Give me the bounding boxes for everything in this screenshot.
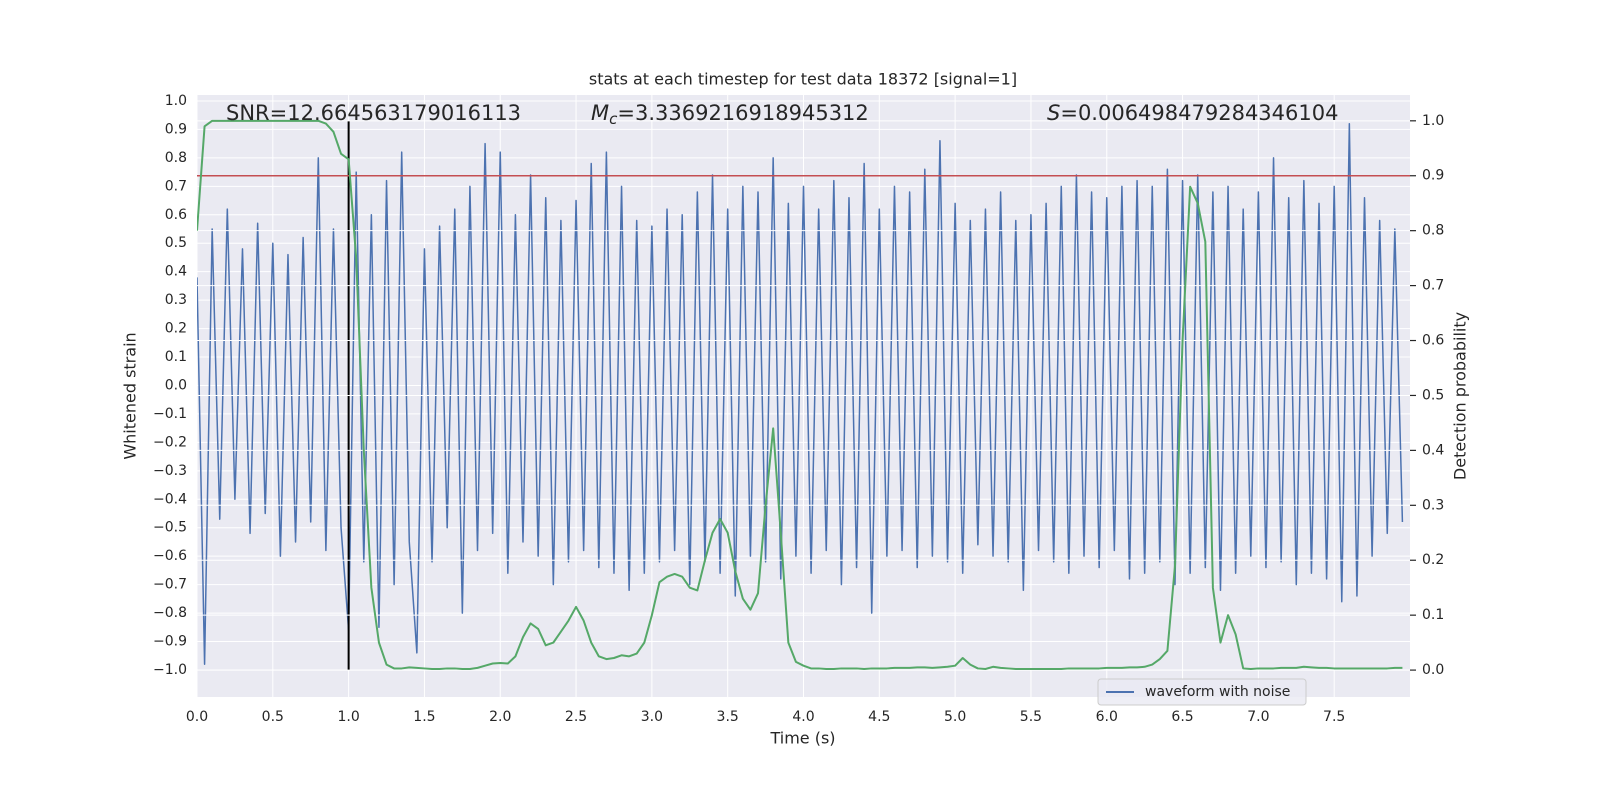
y-tick-label: 0.6	[165, 207, 187, 223]
chart-title: stats at each timestep for test data 183…	[589, 70, 1017, 89]
annotation: Mc=3.3369216918945312	[591, 101, 869, 128]
y2-tick-label: 0.5	[1422, 387, 1444, 403]
y2-tick-label: 0.2	[1422, 552, 1444, 568]
x-tick-label: 6.0	[1096, 709, 1118, 725]
y-tick-label: 0.0	[165, 377, 187, 393]
x-tick-label: 4.0	[792, 709, 814, 725]
y2-tick-label: 0.6	[1422, 333, 1444, 349]
annotation-text: =0.006498479284346104	[1060, 101, 1338, 125]
x-tick-label: 0.5	[262, 709, 284, 725]
y-tick-label: −0.3	[153, 463, 187, 479]
legend-box	[1097, 678, 1307, 706]
y2-tick-label: 1.0	[1422, 113, 1444, 129]
x-tick-label: 7.5	[1323, 709, 1345, 725]
y-tick-label: −0.9	[153, 634, 187, 650]
y-tick-label: −0.4	[153, 491, 187, 507]
y2-tick-label: 0.1	[1422, 607, 1444, 623]
annotation-text: =3.3369216918945312	[617, 101, 868, 125]
y-tick-label: 0.8	[165, 150, 187, 166]
y-axis-label: Whitened strain	[121, 332, 140, 459]
y2-tick-label: 0.8	[1422, 223, 1444, 239]
annotation-symbol: M	[591, 101, 609, 125]
y-tick-label: −0.6	[153, 548, 187, 564]
y-tick-label: −0.1	[153, 406, 187, 422]
y-tick-label: −0.2	[153, 434, 187, 450]
y-tick-label: 0.4	[165, 264, 187, 280]
x-tick-label: 0.0	[186, 709, 208, 725]
legend-label: waveform with noise	[1145, 684, 1290, 700]
waveform-line	[197, 122, 1404, 666]
annotation: SNR=12.664563179016113	[226, 101, 521, 125]
x-tick-label: 1.0	[337, 709, 359, 725]
annotation-subscript: c	[609, 110, 618, 128]
x-tick-label: 6.5	[1171, 709, 1193, 725]
x-tick-label: 2.5	[565, 709, 587, 725]
y-tick-label: 0.3	[165, 292, 187, 308]
x-tick-label: 5.0	[944, 709, 966, 725]
annotation: S=0.006498479284346104	[1047, 101, 1338, 125]
plot-area	[197, 119, 1410, 671]
annotation-symbol: S	[1047, 101, 1060, 125]
y-tick-label: 0.2	[165, 321, 187, 337]
y2-axis-label: Detection probability	[1451, 312, 1470, 480]
y-tick-label: −0.5	[153, 520, 187, 536]
y-tick-label: 0.9	[165, 121, 187, 137]
x-tick-label: 3.0	[641, 709, 663, 725]
x-tick-label: 5.5	[1020, 709, 1042, 725]
x-tick-label: 7.0	[1247, 709, 1269, 725]
annotation-text: SNR=12.664563179016113	[226, 101, 521, 125]
probability-line	[197, 119, 1403, 670]
x-tick-label: 3.5	[717, 709, 739, 725]
y-tick-label: 0.5	[165, 235, 187, 251]
y-tick-label: 1.0	[165, 93, 187, 109]
y2-tick-label: 0.9	[1422, 168, 1444, 184]
x-tick-label: 4.5	[868, 709, 890, 725]
x-axis-label: Time (s)	[769, 729, 835, 748]
y-tick-label: −1.0	[153, 662, 187, 678]
x-tick-label: 2.0	[489, 709, 511, 725]
y-tick-label: −0.7	[153, 577, 187, 593]
y2-tick-label: 0.3	[1422, 497, 1444, 513]
y2-tick-label: 0.4	[1422, 442, 1444, 458]
y2-tick-label: 0.7	[1422, 278, 1444, 294]
y-tick-label: −0.8	[153, 605, 187, 621]
y2-tick-label: 0.0	[1422, 662, 1444, 678]
y-tick-label: 0.7	[165, 178, 187, 194]
x-tick-label: 1.5	[413, 709, 435, 725]
y-tick-label: 0.1	[165, 349, 187, 365]
